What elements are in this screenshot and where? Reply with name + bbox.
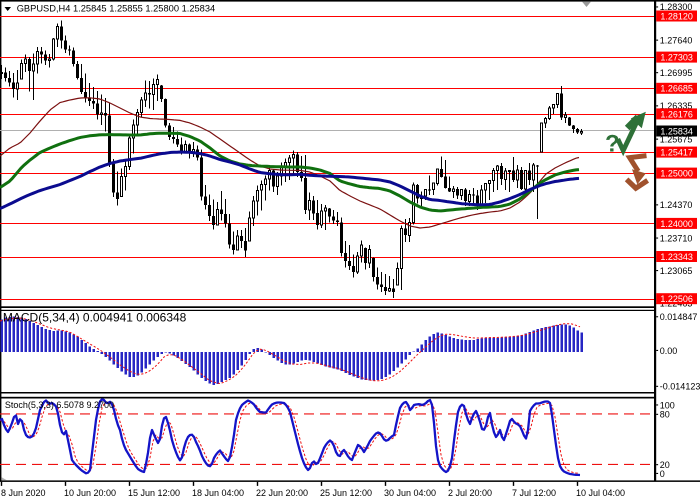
svg-text:1.23343: 1.23343: [660, 252, 693, 262]
svg-text:-0.014123: -0.014123: [660, 382, 700, 392]
svg-text:?: ?: [605, 131, 620, 158]
svg-text:MACD(5,34,4) 0.004941 0.006348: MACD(5,34,4) 0.004941 0.006348: [3, 311, 187, 325]
svg-text:2 Jul 20:00: 2 Jul 20:00: [448, 488, 492, 498]
svg-text:7 Jul 12:00: 7 Jul 12:00: [512, 488, 556, 498]
svg-text:10 Jul 04:00: 10 Jul 04:00: [576, 488, 625, 498]
svg-text:15 Jun 12:00: 15 Jun 12:00: [128, 488, 180, 498]
svg-text:1.27640: 1.27640: [660, 36, 693, 46]
svg-text:80: 80: [660, 410, 670, 420]
svg-text:1.24370: 1.24370: [660, 200, 693, 210]
svg-text:1.25000: 1.25000: [660, 169, 693, 179]
svg-text:25 Jun 12:00: 25 Jun 12:00: [320, 488, 372, 498]
svg-text:22 Jun 20:00: 22 Jun 20:00: [256, 488, 308, 498]
svg-text:1.27303: 1.27303: [660, 53, 693, 63]
svg-text:1.26335: 1.26335: [660, 101, 693, 111]
svg-text:0: 0: [660, 469, 665, 479]
svg-text:GBPUSD,H4 1.25845 1.25855 1.2: GBPUSD,H4 1.25845 1.25855 1.25800 1.2583…: [17, 3, 216, 13]
svg-text:1.26685: 1.26685: [660, 84, 693, 94]
svg-text:10 Jun 20:00: 10 Jun 20:00: [64, 488, 116, 498]
svg-text:1.25417: 1.25417: [660, 148, 693, 158]
svg-text:18 Jun 04:00: 18 Jun 04:00: [192, 488, 244, 498]
svg-text:0.014847: 0.014847: [660, 312, 698, 322]
svg-text:1.24000: 1.24000: [660, 219, 693, 229]
svg-text:1.23065: 1.23065: [660, 266, 693, 276]
svg-text:1.25834: 1.25834: [660, 126, 693, 136]
svg-text:1.28120: 1.28120: [660, 11, 693, 21]
svg-text:0.00: 0.00: [660, 346, 678, 356]
svg-text:1.26176: 1.26176: [660, 109, 693, 119]
svg-text:Stoch(5,3,3) 6.5078 9.2700: Stoch(5,3,3) 6.5078 9.2700: [5, 400, 114, 410]
svg-text:1.23710: 1.23710: [660, 233, 693, 243]
svg-text:20: 20: [660, 460, 670, 470]
svg-text:30 Jun 04:00: 30 Jun 04:00: [384, 488, 436, 498]
svg-text:1.22506: 1.22506: [660, 294, 693, 304]
svg-text:1.25675: 1.25675: [660, 134, 693, 144]
svg-text:8 Jun 2020: 8 Jun 2020: [1, 488, 46, 498]
svg-text:1.26995: 1.26995: [660, 68, 693, 78]
svg-text:1.28300: 1.28300: [660, 2, 693, 12]
svg-text:100: 100: [660, 400, 675, 410]
